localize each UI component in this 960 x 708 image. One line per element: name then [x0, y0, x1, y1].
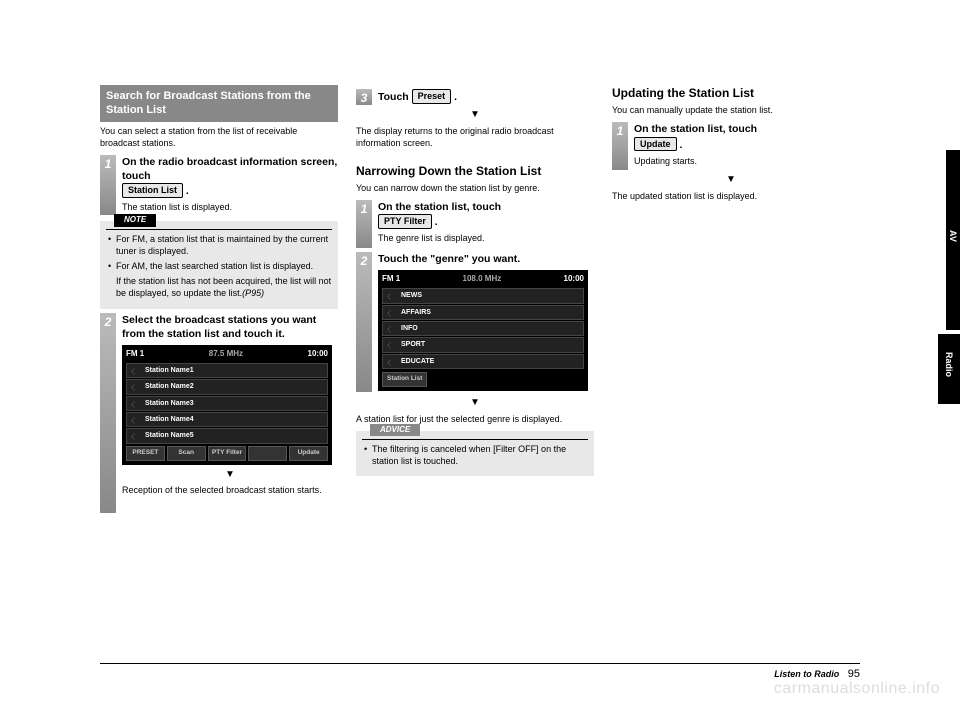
screen-button: [248, 446, 287, 461]
step-text: .: [186, 185, 189, 197]
step-text: Touch the "genre" you want.: [378, 253, 520, 265]
step-3: 3 Touch Preset .: [356, 89, 594, 105]
screen-band: FM 1: [382, 274, 400, 285]
step-number-icon: 2: [100, 313, 116, 513]
screen-button[interactable]: PTY Filter: [208, 446, 247, 461]
screen-freq: 87.5: [209, 349, 225, 358]
step-number-icon: 3: [356, 89, 372, 105]
intro-text: You can select a station from the list o…: [100, 125, 338, 149]
note-box: NOTE For FM, a station list that is main…: [100, 221, 338, 309]
step-body: On the station list, touch Update . Upda…: [634, 122, 850, 170]
list-item[interactable]: AFFAIRS: [382, 305, 584, 320]
down-arrow-icon: ▼: [356, 108, 594, 122]
screen-time: 10:00: [308, 349, 328, 360]
note-sub: If the station list has not been acquire…: [116, 276, 331, 298]
step-text: On the station list, touch: [378, 201, 501, 213]
page-content: Search for Broadcast Stations from the S…: [100, 85, 860, 655]
step-text: On the radio broadcast information scree…: [122, 156, 337, 182]
sub-header: Updating the Station List: [612, 85, 850, 101]
list-item[interactable]: INFO: [382, 321, 584, 336]
step-number-icon: 1: [612, 122, 628, 170]
watermark: carmanualsonline.info: [774, 680, 940, 698]
update-button[interactable]: Update: [634, 137, 677, 152]
step-text: On the station list, touch: [634, 123, 757, 135]
list-item[interactable]: NEWS: [382, 288, 584, 303]
list-item[interactable]: Station Name2: [126, 379, 328, 394]
page-footer: Listen to Radio 95: [100, 663, 860, 680]
station-list-button[interactable]: Station List: [122, 183, 183, 198]
screen-button[interactable]: PRESET: [126, 446, 165, 461]
note-item: For FM, a station list that is maintaine…: [106, 233, 332, 257]
step-result: The station list is displayed.: [122, 201, 338, 213]
page-ref: (P95): [242, 288, 264, 298]
step-result: The display returns to the original radi…: [356, 125, 594, 149]
screen-freq: 108.0: [463, 274, 483, 283]
column-2: 3 Touch Preset . ▼ The display returns t…: [356, 85, 594, 476]
screen-button[interactable]: Station List: [382, 372, 427, 387]
note-rule: [106, 229, 332, 230]
step-text: Touch: [378, 91, 412, 103]
note-subtext: If the station list has not been acquire…: [106, 275, 332, 299]
tab-label: Radio: [944, 352, 954, 377]
step-body: Select the broadcast stations you want f…: [122, 313, 338, 513]
step-body: Touch Preset .: [378, 89, 594, 105]
step-text: .: [435, 216, 438, 228]
list-item[interactable]: Station Name4: [126, 412, 328, 427]
result-text: The updated station list is displayed.: [612, 190, 850, 202]
screen-unit: MHz: [485, 274, 501, 283]
step-1: 1 On the station list, touch PTY Filter …: [356, 200, 594, 248]
sub-header: Narrowing Down the Station List: [356, 163, 594, 179]
note-label: NOTE: [114, 214, 156, 227]
side-tab-radio: Radio: [938, 334, 960, 404]
pty-filter-button[interactable]: PTY Filter: [378, 214, 432, 229]
step-result: The genre list is displayed.: [378, 232, 594, 244]
tab-label: AV: [948, 230, 958, 242]
footer-title: Listen to Radio: [774, 669, 839, 679]
step-number-icon: 1: [100, 155, 116, 215]
step-body: On the station list, touch PTY Filter . …: [378, 200, 594, 248]
advice-label: ADVICE: [370, 424, 420, 437]
note-rule: [362, 439, 588, 440]
section-header: Search for Broadcast Stations from the S…: [100, 85, 338, 122]
list-item[interactable]: SPORT: [382, 337, 584, 352]
intro-text: You can narrow down the station list by …: [356, 182, 594, 194]
list-item[interactable]: Station Name3: [126, 396, 328, 411]
column-3: Updating the Station List You can manual…: [612, 85, 850, 208]
step-2: 2 Select the broadcast stations you want…: [100, 313, 338, 513]
step-number-icon: 1: [356, 200, 372, 248]
genre-screenshot: FM 1 108.0 MHz 10:00 NEWS AFFAIRS INFO S…: [378, 270, 588, 391]
down-arrow-icon: ▼: [612, 173, 850, 187]
note-item: For AM, the last searched station list i…: [106, 260, 332, 272]
step-text: .: [679, 139, 682, 151]
step-text: .: [454, 91, 457, 103]
list-item[interactable]: EDUCATE: [382, 354, 584, 369]
radio-screenshot: FM 1 87.5 MHz 10:00 Station Name1 Statio…: [122, 345, 332, 465]
side-tab-av: AV: [946, 150, 960, 330]
intro-text: You can manually update the station list…: [612, 104, 850, 116]
list-item[interactable]: Station Name5: [126, 428, 328, 443]
step-body: On the radio broadcast information scree…: [122, 155, 338, 215]
list-item[interactable]: Station Name1: [126, 363, 328, 378]
step-text: Select the broadcast stations you want f…: [122, 314, 316, 340]
step-number-icon: 2: [356, 252, 372, 392]
screen-band: FM 1: [126, 349, 144, 360]
screen-unit: MHz: [227, 349, 243, 358]
screen-button[interactable]: Update: [289, 446, 328, 461]
step-body: Touch the "genre" you want. FM 1 108.0 M…: [378, 252, 594, 393]
down-arrow-icon: ▼: [356, 396, 594, 410]
step-2: 2 Touch the "genre" you want. FM 1 108.0…: [356, 252, 594, 393]
step-1: 1 On the radio broadcast information scr…: [100, 155, 338, 215]
down-arrow-icon: ▼: [122, 468, 338, 482]
column-1: Search for Broadcast Stations from the S…: [100, 85, 338, 513]
advice-item: The filtering is canceled when [Filter O…: [362, 443, 588, 467]
screen-time: 10:00: [564, 274, 584, 285]
page-number: 95: [848, 668, 860, 680]
advice-box: ADVICE The filtering is canceled when [F…: [356, 431, 594, 476]
step-1: 1 On the station list, touch Update . Up…: [612, 122, 850, 170]
step-result: Updating starts.: [634, 155, 850, 167]
screen-button[interactable]: Scan: [167, 446, 206, 461]
step-result: Reception of the selected broadcast stat…: [122, 484, 338, 496]
preset-button[interactable]: Preset: [412, 89, 452, 104]
